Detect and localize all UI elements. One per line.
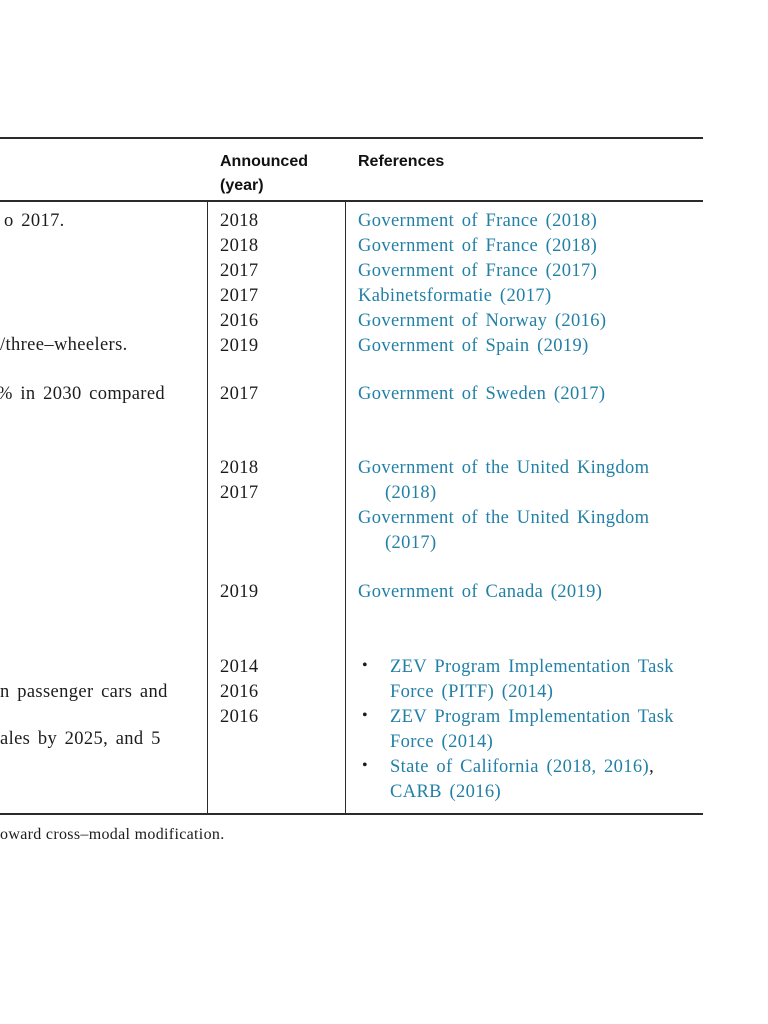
bullet-marker: • [362,757,368,774]
year-cell: 2017 [220,286,259,306]
table-top-rule [0,137,703,139]
bullet-marker: • [362,657,368,674]
year-cell: 2019 [220,336,259,356]
year-cell: 2019 [220,582,259,602]
reference-link[interactable]: CARB (2016) [390,782,501,802]
reference-suffix: , [649,757,655,777]
reference-link[interactable]: ZEV Program Implementation Task [390,707,674,727]
column-divider-left [207,201,208,814]
column-divider-right [345,201,346,814]
year-cell: 2017 [220,483,259,503]
reference-list-item-continuation: CARB (2016) [390,780,501,805]
reference-list-item: ZEV Program Implementation Task [390,705,674,730]
reference-list-item: ZEV Program Implementation Task [390,655,674,680]
column-header-announced-line1: Announced [220,153,308,170]
table-header-rule [0,200,703,202]
reference-link[interactable]: Government of France (2017) [358,261,598,281]
table-footnote-fragment: oward cross–modal modification. [0,826,225,843]
reference-link[interactable]: Kabinetsformatie (2017) [358,286,552,306]
policy-text-fragment: n passenger cars and [0,682,168,702]
reference-link[interactable]: Government of the United Kingdom [358,508,650,528]
bullet-marker: • [362,707,368,724]
reference-link-continuation[interactable]: (2017) [385,533,437,553]
policy-text-fragment: % in 2030 compared [0,384,166,404]
reference-list-item-continuation: Force (PITF) (2014) [390,680,553,705]
reference-link[interactable]: Government of Spain (2019) [358,336,589,356]
year-cell: 2018 [220,211,259,231]
table-bottom-rule [0,813,703,815]
column-header-announced-line2: (year) [220,177,264,194]
policy-text-fragment: /three–wheelers. [0,335,128,355]
year-cell: 2017 [220,384,259,404]
year-cell: 2017 [220,261,259,281]
year-cell: 2016 [220,682,259,702]
reference-link[interactable]: Government of France (2018) [358,236,598,256]
reference-link[interactable]: State of California (2018, 2016) [390,757,650,777]
reference-list-item: State of California (2018, 2016), [390,755,654,780]
reference-link[interactable]: Government of France (2018) [358,211,598,231]
policy-text-fragment: ales by 2025, and 5 [0,729,161,749]
year-cell: 2016 [220,311,259,331]
year-cell: 2018 [220,458,259,478]
reference-list-item-continuation: Force (2014) [390,730,493,755]
year-cell: 2014 [220,657,259,677]
column-header-references: References [358,153,445,170]
year-cell: 2016 [220,707,259,727]
policy-text-fragment: o 2017. [4,211,65,231]
reference-link[interactable]: ZEV Program Implementation Task [390,657,674,677]
reference-link-continuation[interactable]: (2018) [385,483,437,503]
reference-link[interactable]: Government of the United Kingdom [358,458,650,478]
year-cell: 2018 [220,236,259,256]
reference-link[interactable]: Government of Canada (2019) [358,582,603,602]
reference-link[interactable]: Force (PITF) (2014) [390,682,554,702]
reference-link[interactable]: Force (2014) [390,732,494,752]
reference-link[interactable]: Government of Sweden (2017) [358,384,606,404]
reference-link[interactable]: Government of Norway (2016) [358,311,607,331]
